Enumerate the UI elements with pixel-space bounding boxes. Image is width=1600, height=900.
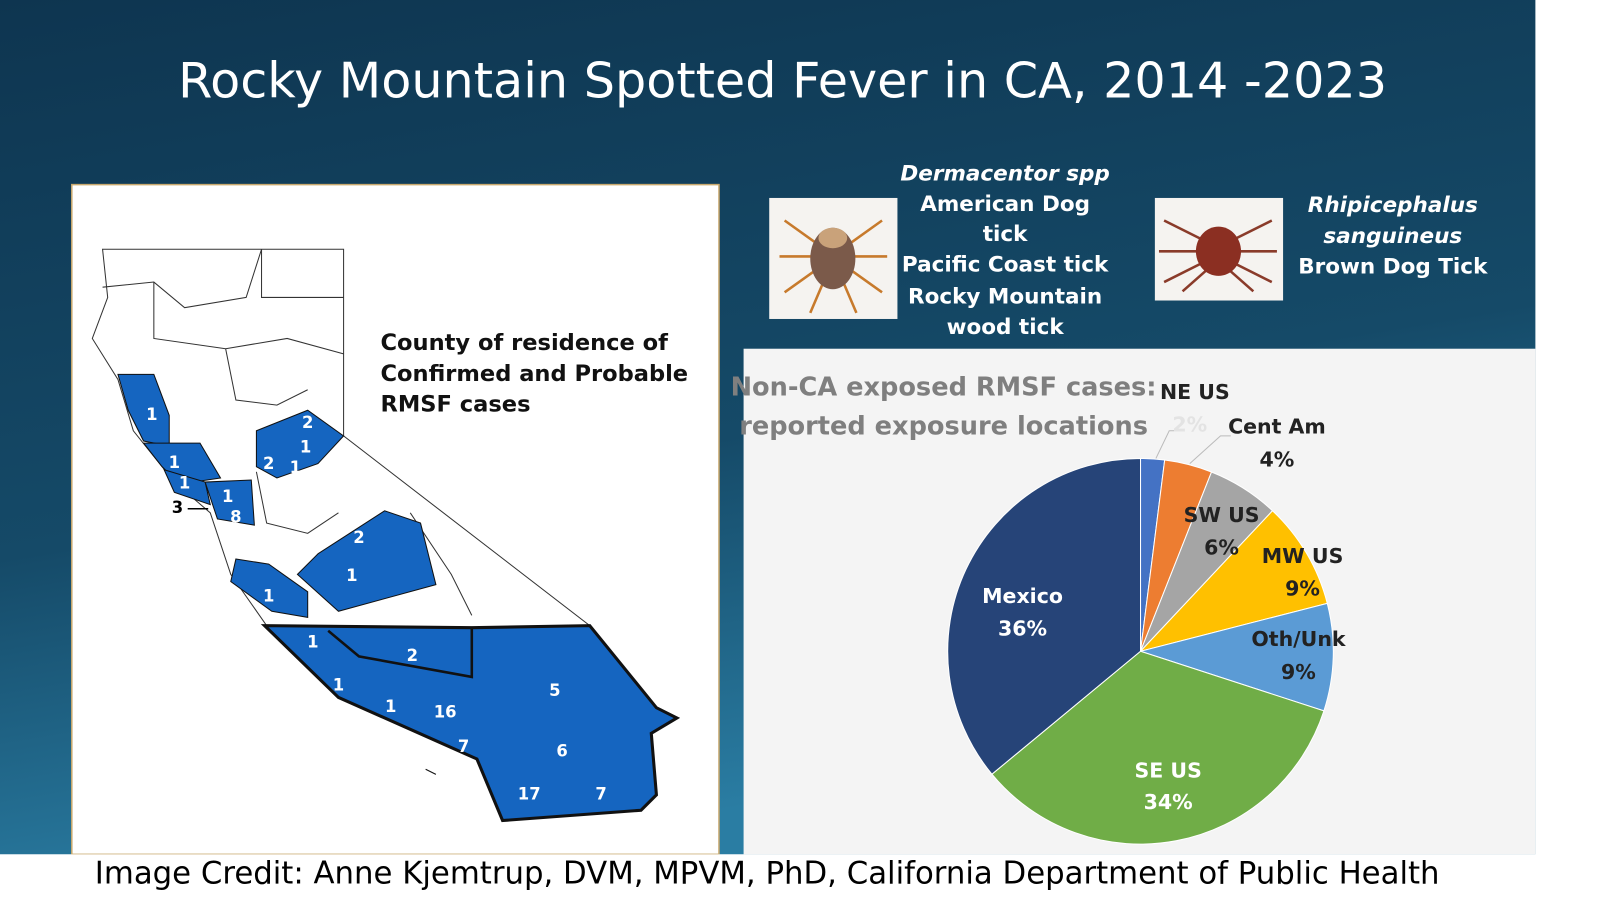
slice-category: SE US [1135,758,1202,782]
county-line [225,348,308,406]
map-caption: County of residence of [381,330,669,356]
southern-counties [260,624,681,823]
tick-body [1195,226,1242,276]
county-region [296,510,437,612]
county-count: 1 [307,633,318,652]
county-count: 17 [518,784,541,803]
slice-value-label: 9% [1285,577,1320,601]
tick-species: sanguineus [1323,224,1462,249]
tick-common-name: American Dog [920,192,1090,217]
county-count: 1 [290,458,301,477]
tick-common-name: wood tick [947,315,1065,340]
county-count: 1 [179,474,190,493]
slice-category: NE US [1160,380,1230,404]
slice-category: Cent Am [1228,415,1326,439]
map-caption: RMSF cases [381,392,531,418]
county-count: 2 [407,646,418,665]
chart-title: Non-CA exposed RMSF cases: [731,373,1157,403]
county-line [261,249,344,298]
county-count: 1 [333,676,344,695]
slice-category: Mexico [982,584,1063,608]
county-count: 6 [556,741,567,760]
county-count: 7 [595,784,606,803]
tick-species: Rhipicephalus [1308,193,1478,218]
tick-common-name: Brown Dog Tick [1298,255,1488,280]
county-count: 1 [169,453,180,472]
tick-species: Dermacentor spp [900,161,1109,186]
tick-shield [818,227,848,249]
county-count: 2 [302,413,313,432]
slice-value-label: 36% [998,617,1047,641]
tick-legs [779,219,888,314]
slice-value-label: 34% [1144,790,1193,814]
tick-photo [1154,197,1284,301]
county-region [163,468,211,506]
county-line [327,627,474,679]
pie-slice [1138,509,1328,653]
tick-photo [769,197,898,319]
county-count: 1 [346,566,357,585]
slice-value-label: 2% [1172,413,1207,437]
pie-slice [991,650,1325,845]
pie: NE US 2% Cent Am 4% SW US 6% MW US 9% Oth/Unk 9% S… [947,380,1347,845]
tick-common-name: tick [983,222,1028,247]
slice-value-label: 4% [1260,448,1295,472]
county-line [409,512,473,616]
map-caption: Confirmed and Probable [381,361,689,387]
tick-common-name: Pacific Coast tick [902,253,1109,278]
county-count: 2 [263,454,274,473]
pie-slice [947,457,1142,775]
county-count: 7 [458,737,469,756]
credit-strip [0,854,1600,900]
leader-line [1189,435,1231,464]
county-count: 1 [263,586,274,605]
california-map [91,248,681,823]
county-count: 2 [353,528,364,547]
slide-title: Rocky Mountain Spotted Fever in CA, 2014… [178,52,1387,110]
county-count: 1 [385,697,396,716]
image-credit: Image Credit: Anne Kjemtrup, DVM, MPVM, … [95,855,1440,891]
island [425,768,437,775]
county-line [255,471,339,534]
leader-line [1155,430,1180,459]
county-count: 1 [146,405,157,424]
slice-category: Oth/Unk [1251,627,1347,651]
slice-category: SW US [1184,503,1260,527]
chart-title: reported exposure locations [739,412,1148,442]
county-count: 5 [549,681,560,700]
tick-legs [1158,219,1277,293]
county-count: 16 [434,702,457,721]
slice-value-label: 9% [1281,660,1316,684]
county-line [102,249,263,309]
tick-common-name: Rocky Mountain [908,284,1102,309]
county-count: 1 [222,487,233,506]
county-count: 8 [230,507,241,526]
county-count: 1 [300,438,311,457]
county-region [230,558,309,619]
slice-value-label: 6% [1204,536,1239,560]
pie-slice [1138,602,1334,712]
county-count: 3 [172,498,183,517]
county-region [255,409,345,479]
slice-category: MW US [1262,544,1344,568]
county-region [204,479,255,526]
